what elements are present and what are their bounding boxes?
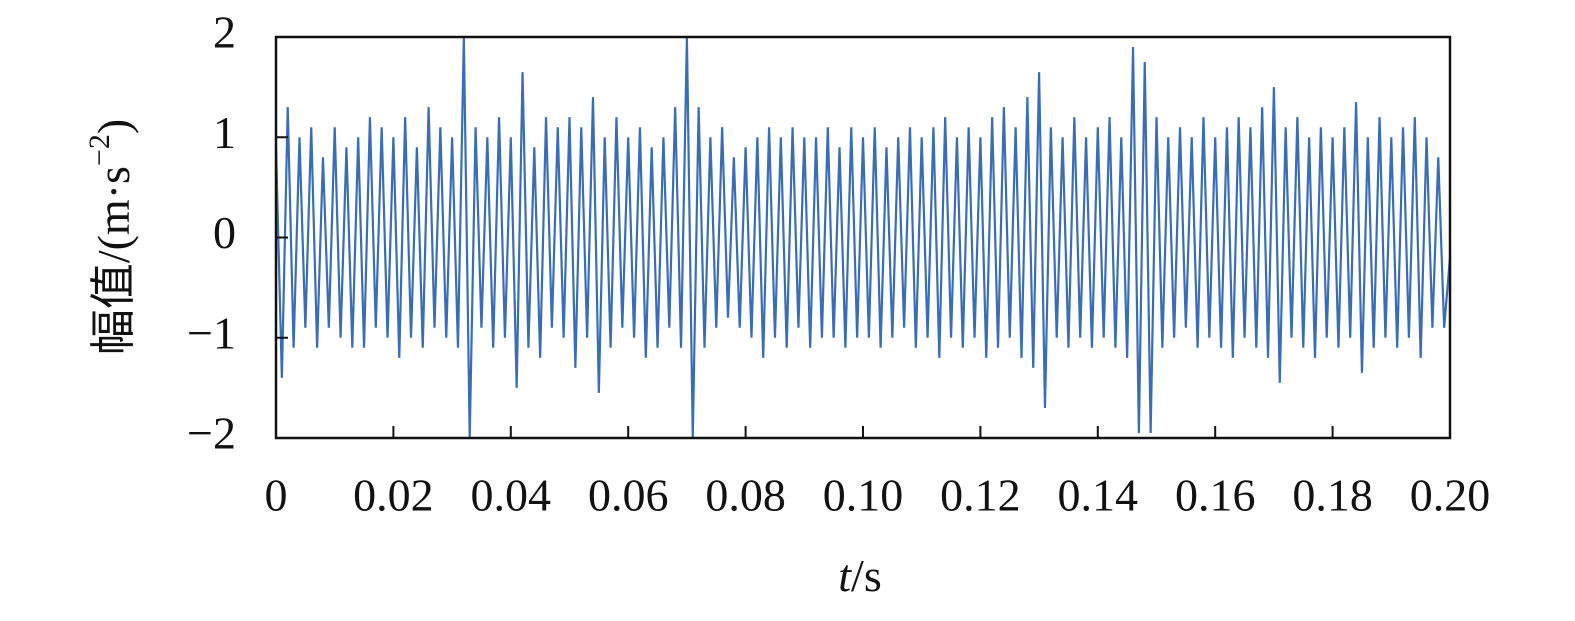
x-axis-title-italic: t	[838, 550, 852, 601]
x-tick-label: 0.06	[588, 470, 669, 521]
y-axis-title-sup: −2	[83, 134, 116, 166]
x-tick-label: 0.02	[353, 470, 434, 521]
y-tick-label: 0	[213, 207, 236, 258]
x-tick-label: 0.16	[1175, 470, 1256, 521]
y-axis-title-main: 幅值/(m·s	[88, 166, 139, 355]
y-tick-label: 1	[213, 107, 236, 158]
x-tick-label: 0.08	[705, 470, 786, 521]
y-tick-label: −2	[187, 408, 236, 459]
x-tick-label: 0.18	[1292, 470, 1373, 521]
x-tick-label: 0.14	[1058, 470, 1139, 521]
x-tick-label: 0.10	[823, 470, 904, 521]
y-tick-label: 2	[213, 7, 236, 58]
x-tick-label: 0	[265, 470, 288, 521]
signal-line	[274, 36, 1452, 439]
y-tick-label: −1	[187, 307, 236, 358]
y-axis-title-end: )	[88, 119, 139, 134]
x-tick-label: 0.04	[471, 470, 552, 521]
y-axis-title: 幅值/(m·s−2)	[83, 119, 139, 355]
x-tick-label: 0.12	[940, 470, 1021, 521]
x-axis-title: t/s	[838, 550, 881, 601]
x-axis-title-rest: /s	[851, 550, 882, 601]
x-tick-label: 0.20	[1410, 470, 1491, 521]
